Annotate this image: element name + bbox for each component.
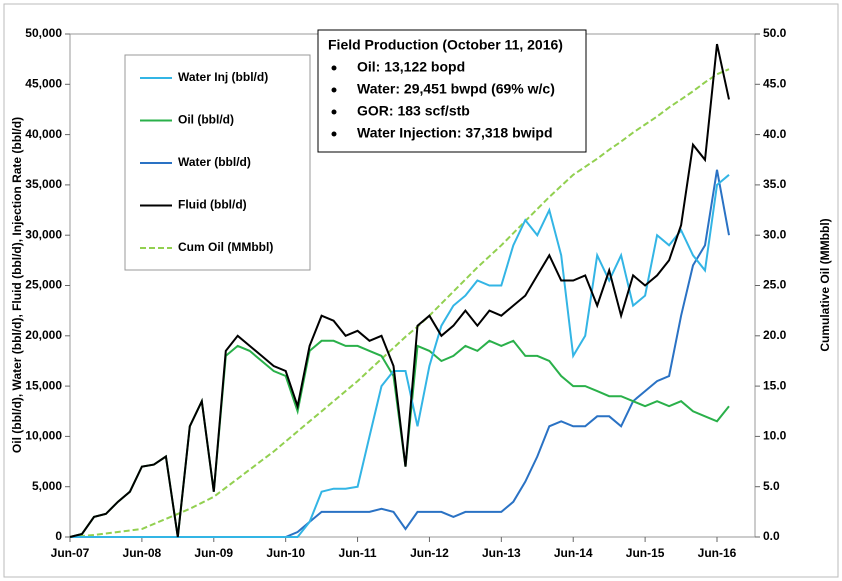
y2-tick-label: 25.0 bbox=[763, 278, 787, 292]
y2-tick-label: 30.0 bbox=[763, 227, 787, 241]
y2-tick-label: 5.0 bbox=[763, 479, 780, 493]
bullet bbox=[331, 87, 337, 93]
annotation: Field Production (October 11, 2016) Oil: … bbox=[317, 29, 587, 153]
x-tick-label: Jun-12 bbox=[410, 546, 449, 560]
y2-tick-label: 40.0 bbox=[763, 127, 787, 141]
x-tick-label: Jun-14 bbox=[554, 546, 593, 560]
frame bbox=[3, 3, 839, 578]
y-tick-label: 15,000 bbox=[25, 378, 62, 392]
x-tick-label: Jun-09 bbox=[194, 546, 233, 560]
legend-label: Fluid (bbl/d) bbox=[178, 198, 247, 212]
legend-label: Water Inj (bbl/d) bbox=[178, 70, 268, 84]
y-tick-label: 45,000 bbox=[25, 76, 62, 90]
annotation-box bbox=[317, 29, 587, 153]
x-tick-label: Jun-08 bbox=[123, 546, 162, 560]
y-tick-label: 40,000 bbox=[25, 127, 62, 141]
annotation-line: Water: 29,451 bwpd (69% w/c) bbox=[357, 81, 555, 97]
series-line bbox=[70, 174, 730, 538]
y-tick-label: 20,000 bbox=[25, 328, 62, 342]
legend-label: Cum Oil (MMbbl) bbox=[178, 240, 273, 254]
y-tick-label: 50,000 bbox=[25, 26, 62, 40]
y2-tick-label: 10.0 bbox=[763, 429, 787, 443]
y2-tick-label: 20.0 bbox=[763, 328, 787, 342]
x-tick-label: Jun-07 bbox=[51, 546, 90, 560]
y-tick-label: 0 bbox=[55, 529, 62, 543]
annotation-line: Oil: 13,122 bopd bbox=[357, 59, 465, 75]
annotation-title: Field Production (October 11, 2016) bbox=[328, 37, 563, 53]
y-tick-label: 5,000 bbox=[32, 479, 62, 493]
annotation-line: GOR: 183 scf/stb bbox=[357, 103, 470, 119]
bullet bbox=[331, 109, 337, 115]
x-tick-label: Jun-15 bbox=[626, 546, 665, 560]
x-tick-label: Jun-13 bbox=[482, 546, 521, 560]
legend-label: Oil (bbl/d) bbox=[178, 113, 234, 127]
bullet bbox=[331, 65, 337, 71]
y-tick-label: 30,000 bbox=[25, 227, 62, 241]
annotation-line: Water Injection: 37,318 bwipd bbox=[357, 125, 553, 141]
legend-label: Water (bbl/d) bbox=[178, 155, 251, 169]
bullet bbox=[331, 131, 337, 137]
y2-tick-label: 50.0 bbox=[763, 26, 787, 40]
y2-tick-label: 45.0 bbox=[763, 76, 787, 90]
y-tick-label: 35,000 bbox=[25, 177, 62, 191]
y2-tick-label: 35.0 bbox=[763, 177, 787, 191]
series-line bbox=[69, 43, 730, 538]
x-tick-label: Jun-10 bbox=[266, 546, 305, 560]
x-tick-label: Jun-11 bbox=[339, 546, 377, 560]
y2-axis-title: Cumulative Oil (MMbbl) bbox=[818, 218, 832, 351]
y-tick-label: 10,000 bbox=[25, 429, 62, 443]
y2-tick-label: 0.0 bbox=[763, 529, 780, 543]
y-axis-title: Oil (bbl/d), Water (bbl/d), Fluid (bbl/d… bbox=[10, 117, 24, 453]
y2-tick-label: 15.0 bbox=[763, 378, 787, 392]
x-tick-label: Jun-16 bbox=[698, 546, 737, 560]
y-tick-label: 25,000 bbox=[25, 278, 62, 292]
